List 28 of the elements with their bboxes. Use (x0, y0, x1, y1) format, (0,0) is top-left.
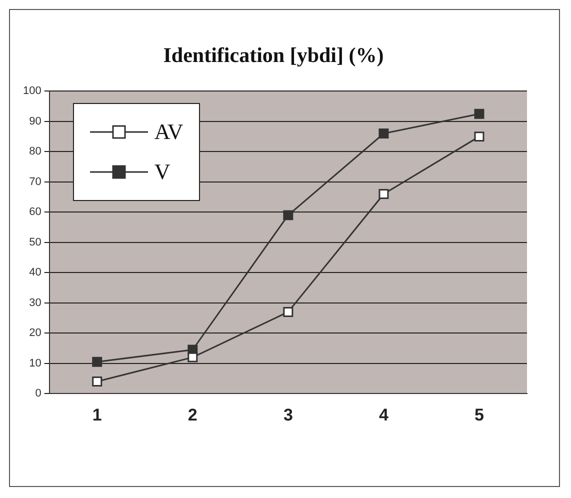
point (92, 356, 102, 367)
point (474, 132, 484, 142)
y-tick-label: 0 (35, 388, 42, 400)
y-tick-label: 70 (29, 176, 42, 188)
legend-label: AV (154, 119, 184, 146)
x-tick-label: 3 (283, 405, 293, 424)
point (283, 306, 294, 317)
point (378, 189, 389, 200)
y-tick-label: 80 (29, 146, 42, 158)
chart-title: Identification [ybdi] (%) (163, 43, 384, 68)
y-tick-label: 50 (29, 236, 42, 248)
y-tick-label: 90 (29, 115, 42, 128)
y-tick-label: 100 (22, 85, 42, 98)
point (283, 210, 294, 220)
y-tick-label: 40 (29, 266, 42, 279)
x-tick-label: 5 (474, 405, 484, 424)
point (474, 108, 484, 119)
legend-label: V (154, 159, 170, 186)
x-tick-label: 4 (378, 405, 389, 424)
y-tick-label: 30 (29, 296, 42, 309)
point (378, 128, 389, 139)
y-tick-label: 60 (29, 206, 42, 218)
x-tick-label: 2 (188, 405, 198, 424)
y-tick-label: 20 (29, 327, 42, 340)
point (188, 352, 198, 362)
point (92, 376, 102, 386)
x-tick-label: 1 (92, 405, 102, 424)
y-tick-label: 10 (29, 357, 42, 370)
